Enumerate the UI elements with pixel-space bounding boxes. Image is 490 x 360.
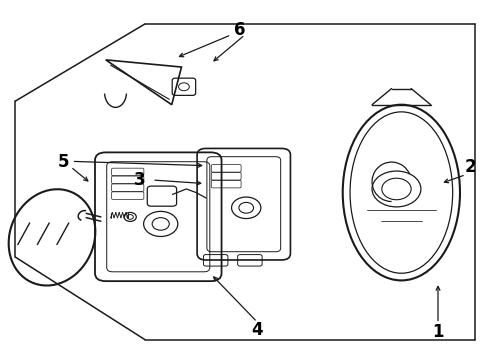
- Text: 2: 2: [465, 158, 477, 176]
- Text: 5: 5: [57, 153, 69, 171]
- Text: 3: 3: [134, 171, 146, 189]
- Text: 1: 1: [432, 323, 444, 341]
- Text: 6: 6: [234, 21, 246, 39]
- Text: 4: 4: [251, 321, 263, 339]
